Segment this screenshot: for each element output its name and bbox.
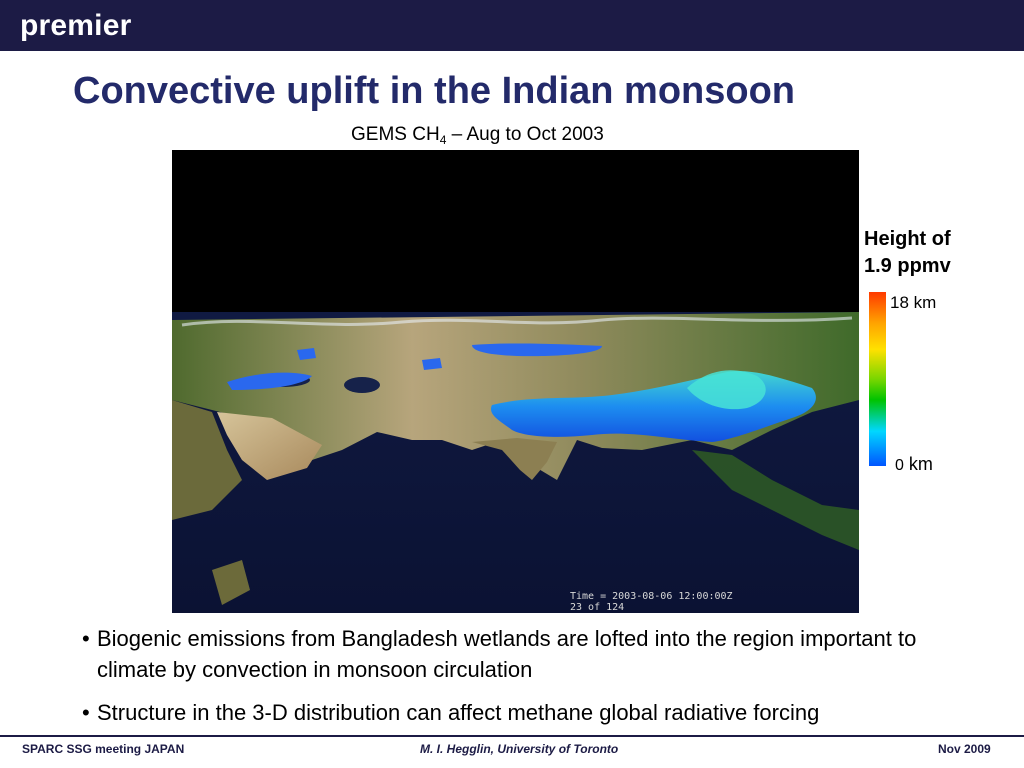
legend-title: Height of 1.9 ppmv bbox=[864, 226, 1004, 280]
slide-title: Convective uplift in the Indian monsoon bbox=[73, 70, 796, 112]
subtitle-subscript: 4 bbox=[439, 133, 447, 147]
bullet-list: • Biogenic emissions from Bangladesh wet… bbox=[82, 623, 982, 740]
colorbar-min-value: 0 bbox=[895, 457, 904, 474]
bullet-text: Biogenic emissions from Bangladesh wetla… bbox=[97, 626, 917, 682]
caspian-sea bbox=[344, 377, 380, 393]
methane-plume-caucasus bbox=[297, 348, 316, 360]
brand-logo-text: premier bbox=[20, 9, 132, 42]
height-colorbar bbox=[869, 292, 886, 466]
globe-render bbox=[172, 312, 859, 613]
footer-author: M. I. Hegglin, University of Toronto bbox=[420, 742, 619, 756]
footer-divider bbox=[0, 735, 1024, 737]
southeast-asia bbox=[692, 450, 859, 550]
footer-event: SPARC SSG meeting JAPAN bbox=[22, 742, 185, 756]
africa-landmass bbox=[172, 400, 242, 520]
subtitle-suffix: – Aug to Oct 2003 bbox=[446, 124, 604, 145]
cloud-streaks bbox=[181, 316, 853, 327]
methane-plume-small bbox=[422, 358, 442, 370]
bullet-marker: • bbox=[82, 626, 90, 651]
header-bar: premier bbox=[0, 0, 1024, 51]
methane-plume-north bbox=[472, 343, 602, 357]
bullet-item: • Structure in the 3-D distribution can … bbox=[82, 697, 982, 728]
legend-title-line2: 1.9 ppmv bbox=[864, 255, 951, 277]
colorbar-max-unit: km bbox=[913, 293, 937, 312]
frame-label: 23 of 124 bbox=[570, 602, 625, 613]
time-label: Time = 2003-08-06 12:00:00Z bbox=[570, 591, 733, 602]
madagascar bbox=[212, 560, 250, 605]
colorbar-min-unit: km bbox=[908, 454, 933, 474]
methane-plume-west bbox=[227, 372, 312, 390]
methane-plume-tibet bbox=[687, 370, 766, 410]
methane-visualization: Time = 2003-08-06 12:00:00Z 23 of 124 bbox=[172, 150, 859, 613]
footer-date: Nov 2009 bbox=[938, 742, 991, 756]
colorbar-min-label: 0 km bbox=[895, 454, 933, 475]
indian-subcontinent bbox=[472, 438, 557, 480]
legend-title-line1: Height of bbox=[864, 228, 951, 250]
figure-subtitle: GEMS CH4 – Aug to Oct 2003 bbox=[351, 124, 604, 147]
colorbar-max-value: 18 bbox=[890, 293, 909, 312]
bullet-text: Structure in the 3-D distribution can af… bbox=[97, 700, 820, 725]
colorbar-max-label: 18 km bbox=[890, 293, 936, 313]
bullet-marker: • bbox=[82, 700, 90, 725]
arabian-peninsula bbox=[217, 412, 322, 480]
bullet-item: • Biogenic emissions from Bangladesh wet… bbox=[82, 623, 982, 685]
subtitle-prefix: GEMS CH bbox=[351, 124, 440, 145]
